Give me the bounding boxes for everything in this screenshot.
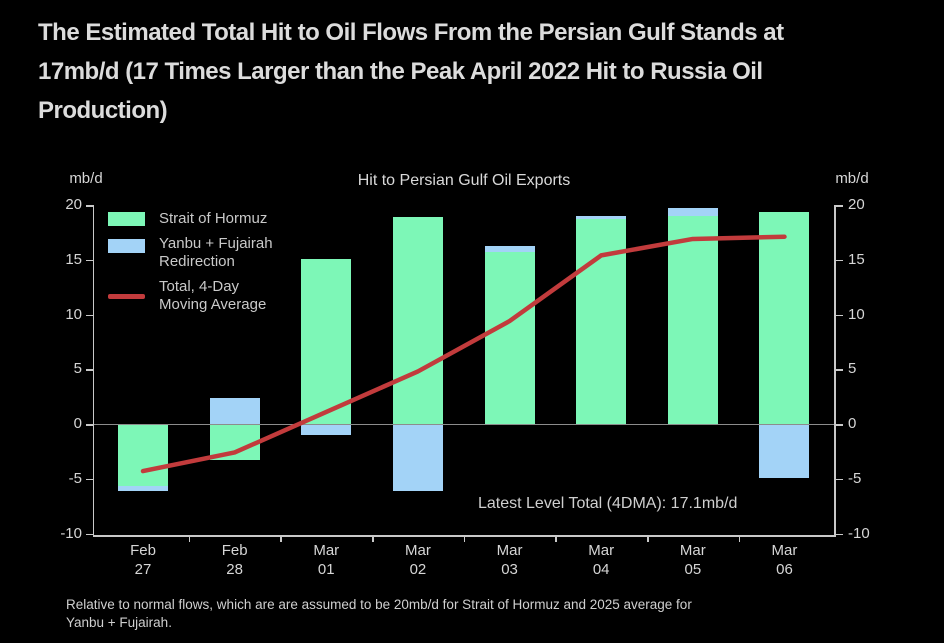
chart-title: Hit to Persian Gulf Oil Exports: [357, 172, 571, 189]
legend-item-strait-of-hormuz: Strait of Hormuz: [108, 210, 408, 229]
y-axis-unit-left: mb/d: [69, 170, 103, 187]
y-axis-right: [834, 205, 836, 535]
y-tick-right: [835, 424, 843, 426]
chart-legend: Strait of Hormuz Yanbu + Fujairah Redire…: [108, 210, 408, 321]
chart-figure: Hit to Persian Gulf Oil Exports mb/d mb/…: [0, 150, 944, 643]
page-title: The Estimated Total Hit to Oil Flows Fro…: [38, 13, 928, 130]
y-tick-label-left: 0: [73, 415, 82, 432]
x-tick: [647, 535, 649, 542]
plot-area: 20 20 15 15 10 10 5 5 0 0 -5 -5 -10 -10 Feb 27 Feb 28 Mar 0…: [0, 150, 944, 643]
y-tick-label-right: 20: [848, 196, 865, 213]
y-tick-label-left: 10: [65, 305, 82, 323]
footnote: Relative to normal flows, which are are …: [66, 596, 886, 632]
y-axis-unit-right: mb/d: [835, 170, 869, 187]
y-tick-left: [86, 533, 94, 535]
page-title-line-2: 17mb/d (17 Times Larger than the Peak Ap…: [38, 58, 763, 85]
y-tick-left: [86, 205, 94, 207]
bar-yanbu-mar-06: [759, 424, 810, 478]
y-tick-right: [835, 533, 843, 535]
legend-label: Strait of Hormuz: [159, 210, 268, 227]
bar-yanbu-mar-03: [484, 246, 535, 253]
y-tick-left: [86, 369, 94, 371]
y-tick-label-left: 20: [65, 196, 82, 213]
y-tick-label-right: 15: [848, 250, 865, 268]
y-tick-right: [835, 259, 843, 262]
x-tick: [280, 535, 282, 542]
x-tick: [463, 535, 466, 542]
y-tick-right: [835, 369, 843, 371]
x-tick-label-mar-05: Mar 05: [679, 542, 706, 578]
latest-level-annotation: Latest Level Total (4DMA): 17.1mb/d: [478, 495, 738, 512]
y-tick-label-left: -10: [60, 524, 82, 542]
bar-hormuz-mar-06: [759, 211, 810, 424]
x-tick: [555, 535, 557, 542]
y-tick-left: [86, 259, 94, 262]
bar-yanbu-mar-05: [667, 208, 718, 216]
y-tick-label-right: 5: [848, 360, 857, 378]
bar-yanbu-mar-01: [301, 424, 352, 435]
page-title-line-3: Production): [38, 97, 168, 124]
page-title-line-1: The Estimated Total Hit to Oil Flows Fro…: [38, 19, 784, 46]
x-tick: [372, 535, 374, 542]
y-tick-label-left: 15: [65, 250, 82, 268]
y-tick-right: [835, 205, 843, 207]
yanbu-blue-swatch-icon: [108, 238, 145, 253]
x-tick-label-feb-27: Feb 27: [130, 542, 156, 578]
y-tick-left: [86, 314, 94, 316]
bar-yanbu-feb-28: [209, 397, 260, 424]
x-tick-label-mar-06: Mar 06: [771, 542, 798, 578]
bar-hormuz-mar-03: [484, 252, 535, 424]
y-tick-label-right: -10: [848, 524, 870, 542]
footnote-line-2: Yanbu + Fujairah.: [66, 615, 172, 630]
bar-yanbu-mar-04: [576, 215, 627, 220]
footnote-line-1: Relative to normal flows, which are are …: [66, 597, 692, 612]
legend-item-total-4day-moving-average: Total, 4-Day Moving Average: [108, 278, 408, 315]
y-tick-left: [86, 424, 94, 426]
y-tick-label-left: 5: [73, 360, 82, 378]
bar-hormuz-mar-05: [667, 215, 718, 424]
bar-hormuz-feb-28: [209, 424, 260, 461]
y-tick-right: [835, 478, 843, 481]
legend-item-yanbu-fujairah: Yanbu + Fujairah Redirection: [108, 235, 408, 272]
x-tick-label-mar-02: Mar 02: [404, 542, 431, 578]
y-tick-label-right: -5: [848, 469, 862, 487]
x-tick-label-mar-01: Mar 01: [313, 542, 340, 578]
bar-yanbu-feb-27: [118, 486, 168, 491]
y-tick-label-left: -5: [68, 469, 82, 487]
x-tick: [738, 535, 741, 542]
x-tick-label-mar-04: Mar 04: [588, 542, 615, 578]
zero-gridline: [94, 424, 834, 425]
y-tick-label-right: 10: [848, 305, 865, 323]
x-tick: [188, 535, 191, 542]
bar-hormuz-feb-27: [118, 424, 168, 487]
y-tick-right: [835, 314, 843, 316]
legend-label: Yanbu + Fujairah Redirection: [159, 234, 273, 271]
total-red-line-swatch-icon: [108, 293, 145, 299]
x-tick-label-feb-28: Feb 28: [221, 542, 248, 578]
x-tick-label-mar-03: Mar 03: [496, 542, 523, 578]
bar-hormuz-mar-04: [576, 219, 627, 424]
hormuz-green-swatch-icon: [108, 212, 145, 227]
legend-label: Total, 4-Day Moving Average: [159, 277, 267, 314]
bar-yanbu-mar-02: [392, 424, 443, 491]
y-tick-left: [86, 478, 94, 481]
y-tick-label-right: 0: [848, 415, 857, 432]
